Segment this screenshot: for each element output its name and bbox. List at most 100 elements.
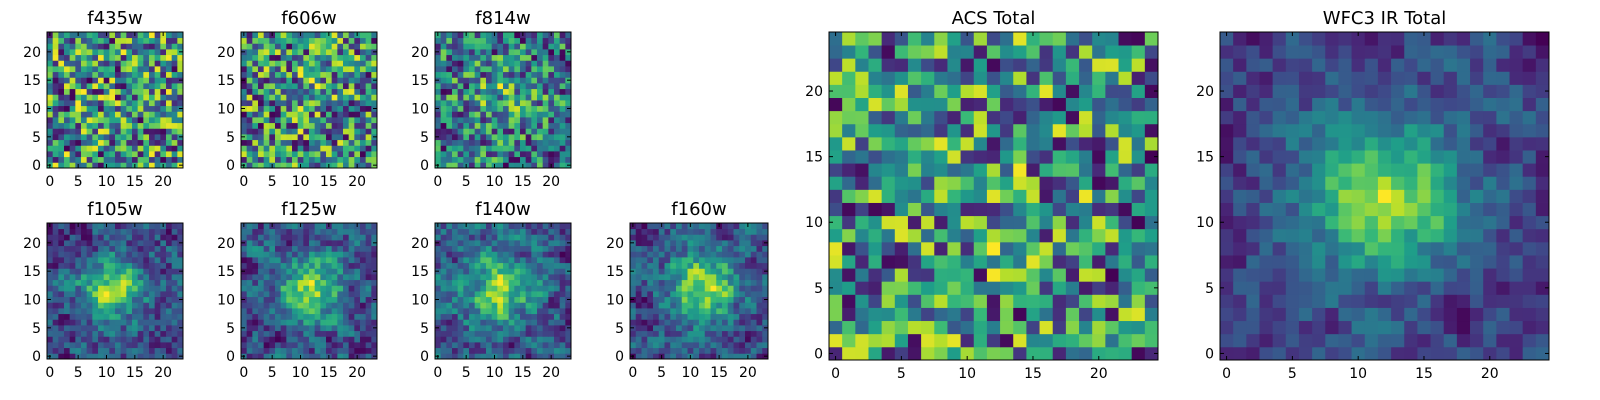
- heatmap-cell: [303, 32, 310, 39]
- heatmap-cell: [1259, 320, 1274, 335]
- heatmap-cell: [354, 145, 361, 152]
- heatmap-cell: [1013, 45, 1027, 59]
- heatmap-cell: [947, 176, 961, 190]
- heatmap-cell: [542, 43, 549, 50]
- heatmap-cell: [297, 128, 304, 135]
- heatmap-cell: [1013, 307, 1027, 322]
- heatmap-cell: [486, 77, 493, 84]
- heatmap-cell: [171, 342, 178, 349]
- heatmap-cell: [704, 330, 711, 337]
- heatmap-cell: [246, 353, 253, 360]
- heatmap-cell: [756, 302, 763, 309]
- heatmap-cell: [745, 251, 752, 258]
- heatmap-cell: [881, 215, 896, 230]
- heatmap-cell: [508, 151, 515, 158]
- heatmap-cell: [469, 128, 476, 135]
- heatmap-cell: [1131, 189, 1146, 203]
- heatmap-cell: [548, 49, 555, 56]
- heatmap-cell: [520, 342, 527, 349]
- heatmap-cell: [109, 134, 116, 141]
- heatmap-cell: [365, 342, 372, 349]
- heatmap-cell: [286, 240, 293, 247]
- heatmap-cell: [149, 268, 156, 275]
- heatmap-cell: [907, 150, 922, 164]
- heatmap-cell: [491, 279, 498, 286]
- heatmap-cell: [241, 156, 248, 163]
- heatmap-cell: [480, 347, 487, 354]
- heatmap-cell: [542, 54, 549, 61]
- heatmap-cell: [109, 257, 116, 264]
- heatmap-cell: [331, 245, 338, 252]
- heatmap-cell: [292, 285, 299, 292]
- heatmap-cell: [508, 325, 515, 332]
- heatmap-cell: [154, 325, 161, 332]
- heatmap-cell: [309, 49, 316, 56]
- heatmap-cell: [326, 122, 333, 129]
- heatmap-cell: [309, 128, 316, 135]
- heatmap-cell: [491, 88, 498, 95]
- heatmap-cell: [337, 134, 344, 141]
- heatmap-cell: [435, 262, 442, 269]
- heatmap-cell: [275, 240, 282, 247]
- heatmap-cell: [258, 145, 265, 152]
- heatmap-cell: [446, 139, 453, 146]
- heatmap-cell: [103, 336, 110, 343]
- heatmap-cell: [246, 111, 253, 118]
- heatmap-cell: [177, 71, 184, 78]
- heatmap-cell: [435, 60, 442, 67]
- heatmap-cell: [1430, 320, 1445, 335]
- heatmap-cell: [491, 291, 498, 298]
- heatmap-cell: [98, 100, 105, 107]
- heatmap-cell: [166, 151, 173, 158]
- heatmap-cell: [542, 71, 549, 78]
- heatmap-cell: [894, 320, 909, 335]
- heatmap-cell: [263, 336, 270, 343]
- heatmap-cell: [973, 150, 988, 164]
- heatmap-cell: [166, 279, 173, 286]
- heatmap-cell: [1105, 228, 1119, 243]
- panel-title: f105w: [87, 199, 142, 220]
- heatmap-cell: [664, 330, 671, 337]
- heatmap-cell: [1118, 32, 1133, 46]
- heatmap-cell: [47, 60, 54, 67]
- heatmap-cell: [704, 262, 711, 269]
- heatmap-cell: [1079, 333, 1093, 348]
- heatmap-cell: [258, 223, 265, 230]
- heatmap-cell: [1338, 320, 1352, 335]
- heatmap-cell: [314, 319, 321, 326]
- heatmap-cell: [531, 251, 538, 258]
- heatmap-cell: [491, 319, 498, 326]
- heatmap-cell: [303, 274, 310, 281]
- heatmap-cell: [868, 189, 883, 203]
- heatmap-cell: [64, 139, 71, 146]
- heatmap-cell: [75, 77, 82, 84]
- heatmap-cell: [525, 37, 532, 44]
- heatmap-cell: [166, 274, 173, 281]
- heatmap-cell: [269, 240, 276, 247]
- heatmap-cell: [286, 151, 293, 158]
- heatmap-cell: [1052, 58, 1067, 72]
- heatmap-cell: [986, 189, 1001, 203]
- heatmap-cell: [727, 228, 734, 235]
- heatmap-cell: [126, 100, 133, 107]
- heatmap-cell: [103, 291, 110, 298]
- heatmap-cell: [474, 88, 481, 95]
- heatmap-cell: [960, 84, 975, 98]
- heatmap-cell: [297, 313, 304, 320]
- heatmap-cell: [337, 145, 344, 152]
- heatmap-cell: [275, 257, 282, 264]
- heatmap-cell: [907, 176, 922, 190]
- heatmap-cell: [1092, 255, 1106, 269]
- heatmap-cell: [269, 100, 276, 107]
- heatmap-cell: [542, 319, 549, 326]
- heatmap-cell: [137, 151, 144, 158]
- heatmap-cell: [525, 325, 532, 332]
- heatmap-cell: [154, 145, 161, 152]
- heatmap-cell: [733, 308, 740, 315]
- heatmap-cell: [446, 156, 453, 163]
- heatmap-cell: [171, 88, 178, 95]
- heatmap-cell: [497, 139, 504, 146]
- heatmap-cell: [160, 117, 167, 124]
- heatmap-cell: [331, 54, 338, 61]
- heatmap-cell: [664, 325, 671, 332]
